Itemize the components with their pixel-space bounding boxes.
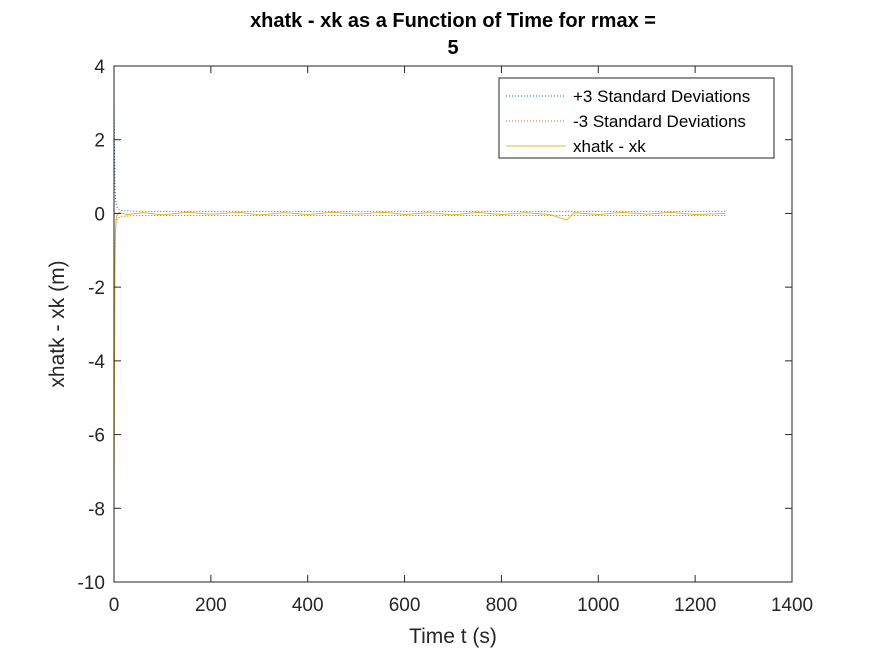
legend-label-plus3sd: +3 Standard Deviations [573,87,750,106]
chart-title-line1: xhatk - xk as a Function of Time for rma… [250,10,656,32]
legend-label-error: xhatk - xk [573,137,646,156]
x-axis-label: Time t (s) [409,625,497,648]
y-tick-label: 2 [94,131,105,152]
x-tick-label: 200 [195,595,227,616]
y-tick-label: 0 [94,204,105,225]
tick-layer: 0 200 400 600 800 1000 1200 1400 4 2 0 -2 -4 -6 -8 -10 [78,57,814,616]
axes-box [113,65,793,583]
series-line-error [113,211,726,509]
x-tick-label: 600 [389,595,421,616]
y-tick-label: -6 [88,426,105,447]
y-axis-label: xhatk - xk (m) [46,260,69,387]
x-tick-label: 1200 [674,595,716,616]
y-tick-label: -2 [88,278,105,299]
y-tick-label: -4 [88,352,105,373]
y-tick-label: -10 [78,573,105,594]
x-tick-label: 800 [486,595,518,616]
x-tick-label: 0 [109,595,120,616]
legend-label-minus3sd: -3 Standard Deviations [573,112,746,131]
series-layer [113,99,726,509]
x-tick-label: 400 [292,595,324,616]
y-tick-label: 4 [94,57,105,78]
x-tick-label: 1000 [577,595,619,616]
chart-title-line2: 5 [447,37,458,59]
x-tick-label: 1400 [771,595,813,616]
legend: +3 Standard Deviations -3 Standard Devia… [498,77,775,159]
y-tick-label: -8 [88,499,105,520]
legend-box [498,77,775,159]
